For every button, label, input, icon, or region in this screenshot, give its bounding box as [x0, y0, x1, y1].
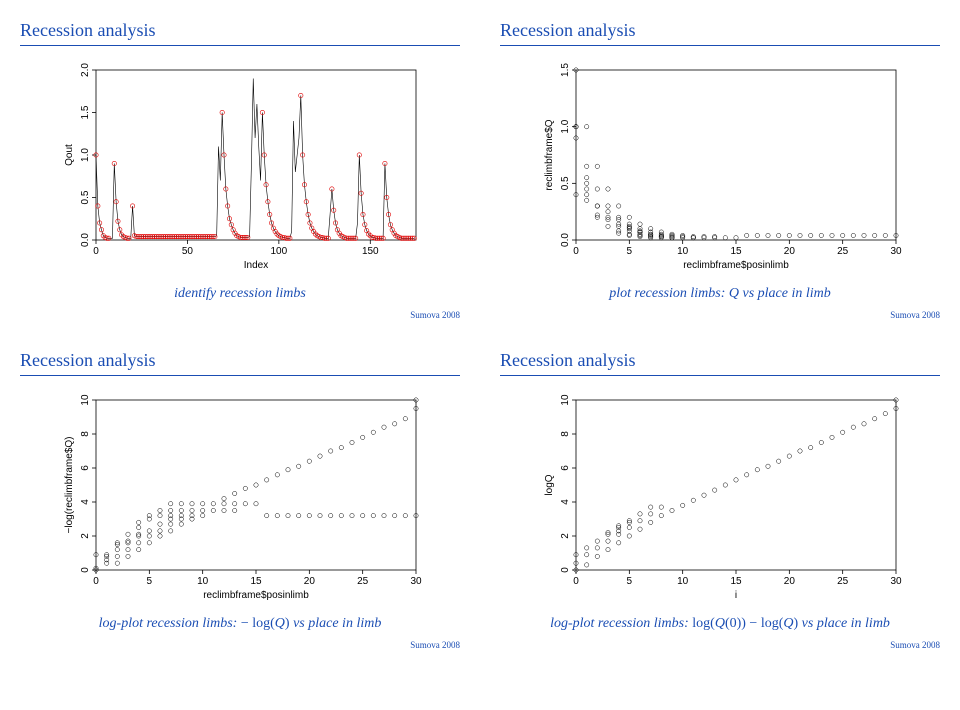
svg-text:−log(reclimbframe$Q): −log(reclimbframe$Q): [64, 437, 75, 534]
panel-rule: [20, 375, 460, 376]
svg-text:0.0: 0.0: [80, 233, 91, 247]
svg-text:10: 10: [560, 394, 571, 406]
chart-b: 0 5 10 15 20 25 30 0.0 0.5 1.0 1.5 reclimbframe$pos…: [530, 60, 910, 280]
svg-text:0.0: 0.0: [560, 233, 571, 247]
caption-d: log-plot recession limbs: log(Q(0)) − lo…: [550, 616, 890, 632]
svg-text:10: 10: [677, 576, 689, 587]
chart-c: 0 5 10 15 20 25 30 0 2 4 6 8 10 reclimbframe$posinlim…: [50, 390, 430, 610]
svg-text:15: 15: [730, 246, 742, 257]
panel-title: Recession analysis: [500, 20, 940, 41]
svg-text:8: 8: [560, 431, 571, 437]
svg-text:reclimbframe$Q: reclimbframe$Q: [544, 119, 555, 190]
svg-text:150: 150: [362, 246, 379, 257]
svg-text:25: 25: [357, 576, 369, 587]
chart-a: 0 50 100 150 0.0 0.5 1.0 1.5 2.0 Index Qout: [50, 60, 430, 280]
svg-text:2: 2: [80, 533, 91, 539]
svg-text:10: 10: [677, 246, 689, 257]
svg-text:100: 100: [271, 246, 288, 257]
svg-text:5: 5: [147, 576, 153, 587]
svg-text:30: 30: [410, 576, 422, 587]
chart-grid: Recession analysis 0501001500.00.51.01.5…: [20, 20, 940, 650]
svg-text:50: 50: [182, 246, 194, 257]
svg-text:0: 0: [93, 246, 99, 257]
footer-d: Sumova 2008: [500, 640, 940, 650]
footer-a: Sumova 2008: [20, 310, 460, 320]
svg-text:20: 20: [784, 576, 796, 587]
svg-text:2.0: 2.0: [80, 63, 91, 77]
panel-title: Recession analysis: [500, 350, 940, 371]
svg-text:10: 10: [80, 394, 91, 406]
svg-text:5: 5: [627, 246, 633, 257]
panel-top-right: Recession analysis 0 5 10 15 20 25 30 0.0 0.5 1.0…: [500, 20, 940, 320]
chart-wrap-a: 0 50 100 150 0.0 0.5 1.0 1.5 2.0 Index Qout identi…: [20, 60, 460, 302]
panel-bottom-left: Recession analysis 0 5 10 15 20 25 30 0 2 4 6 8 10 re…: [20, 350, 460, 650]
svg-text:6: 6: [80, 465, 91, 471]
caption-a: identify recession limbs: [174, 286, 306, 302]
svg-text:25: 25: [837, 576, 849, 587]
svg-text:0: 0: [80, 567, 91, 573]
svg-text:15: 15: [730, 576, 742, 587]
svg-text:25: 25: [837, 246, 849, 257]
svg-text:30: 30: [890, 576, 902, 587]
caption-b: plot recession limbs: Q vs place in limb: [609, 286, 831, 302]
svg-text:1.5: 1.5: [560, 63, 571, 77]
svg-text:0: 0: [93, 576, 99, 587]
svg-text:30: 30: [890, 246, 902, 257]
svg-text:i: i: [735, 590, 737, 601]
panel-title: Recession analysis: [20, 20, 460, 41]
panel-bottom-right: Recession analysis 0 5 10 15 20 25 30 0 2 4 6 8 10 i l…: [500, 350, 940, 650]
svg-text:2: 2: [560, 533, 571, 539]
svg-text:0.5: 0.5: [560, 176, 571, 190]
footer-b: Sumova 2008: [500, 310, 940, 320]
svg-text:1.0: 1.0: [560, 119, 571, 133]
svg-text:1.0: 1.0: [80, 148, 91, 162]
svg-text:reclimbframe$posinlimb: reclimbframe$posinlimb: [203, 590, 309, 601]
svg-text:4: 4: [560, 499, 571, 505]
svg-text:20: 20: [304, 576, 316, 587]
svg-text:5: 5: [627, 576, 633, 587]
svg-text:0: 0: [573, 246, 579, 257]
panel-rule: [20, 45, 460, 46]
panel-rule: [500, 45, 940, 46]
panel-rule: [500, 375, 940, 376]
panel-title: Recession analysis: [20, 350, 460, 371]
svg-text:6: 6: [560, 465, 571, 471]
chart-d: 0 5 10 15 20 25 30 0 2 4 6 8 10 i logQ: [530, 390, 910, 610]
chart-wrap-d: 0 5 10 15 20 25 30 0 2 4 6 8 10 i logQ log-plot recess…: [500, 390, 940, 632]
svg-text:reclimbframe$posinlimb: reclimbframe$posinlimb: [683, 260, 789, 271]
svg-text:0: 0: [573, 576, 579, 587]
svg-text:8: 8: [80, 431, 91, 437]
svg-text:0.5: 0.5: [80, 190, 91, 204]
chart-wrap-b: 0 5 10 15 20 25 30 0.0 0.5 1.0 1.5 reclimbframe$pos…: [500, 60, 940, 302]
chart-wrap-c: 0 5 10 15 20 25 30 0 2 4 6 8 10 reclimbframe$posinlim…: [20, 390, 460, 632]
svg-text:1.5: 1.5: [80, 105, 91, 119]
footer-c: Sumova 2008: [20, 640, 460, 650]
svg-text:10: 10: [197, 576, 209, 587]
svg-text:4: 4: [80, 499, 91, 505]
svg-text:logQ: logQ: [544, 474, 555, 495]
panel-top-left: Recession analysis 0 50 100 150 0.0 0.5 1.0 1.5…: [20, 20, 460, 320]
svg-text:20: 20: [784, 246, 796, 257]
caption-c: log-plot recession limbs: − log(Q) vs pl…: [99, 616, 382, 632]
svg-text:Qout: Qout: [64, 144, 75, 166]
svg-text:0: 0: [560, 567, 571, 573]
svg-text:Index: Index: [244, 260, 268, 271]
svg-text:15: 15: [250, 576, 262, 587]
